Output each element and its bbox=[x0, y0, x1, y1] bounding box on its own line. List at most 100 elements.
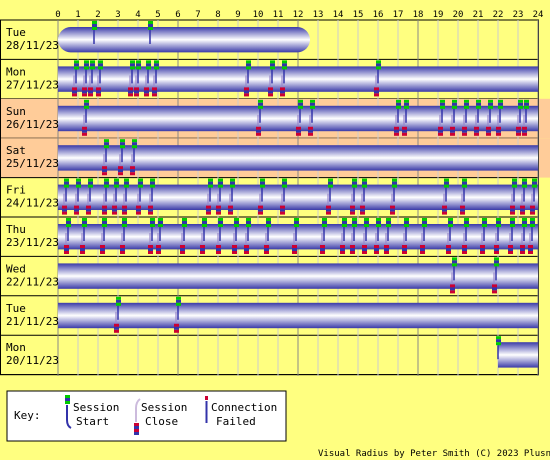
session-start-marker bbox=[310, 99, 315, 103]
session-close-marker bbox=[450, 132, 455, 136]
session-close-marker bbox=[520, 245, 525, 248]
session-close-marker bbox=[244, 251, 249, 254]
session-close-marker bbox=[156, 245, 161, 248]
session-start-marker bbox=[138, 181, 143, 185]
session-close-marker bbox=[72, 93, 77, 97]
hour-tick-label: 9 bbox=[235, 10, 240, 20]
session-start-marker bbox=[422, 221, 427, 224]
session-start-marker bbox=[76, 178, 81, 182]
session-start-marker bbox=[530, 224, 535, 227]
hour-tick-label: 19 bbox=[433, 10, 444, 20]
session-close-marker bbox=[228, 205, 233, 209]
session-close-marker bbox=[62, 205, 67, 209]
session-start-marker bbox=[452, 263, 457, 267]
session-close-marker bbox=[374, 251, 379, 254]
key-connection-failed-line1: Connection bbox=[211, 401, 277, 414]
session-start-marker bbox=[270, 66, 275, 70]
session-start-marker bbox=[476, 99, 481, 103]
session-close-marker bbox=[446, 248, 451, 251]
session-bar bbox=[58, 184, 538, 210]
session-start-marker bbox=[376, 224, 381, 227]
session-close-marker bbox=[136, 211, 141, 215]
session-start-marker bbox=[150, 224, 155, 227]
session-close-marker bbox=[402, 132, 407, 136]
session-start-marker bbox=[234, 218, 239, 221]
session-close-marker bbox=[360, 205, 365, 209]
session-close-marker bbox=[350, 205, 355, 209]
session-start-marker bbox=[66, 218, 71, 221]
session-start-marker bbox=[282, 60, 287, 64]
hour-tick-label: 8 bbox=[215, 10, 220, 20]
session-start-marker bbox=[386, 221, 391, 224]
session-close-marker bbox=[292, 248, 297, 251]
session-close-marker bbox=[82, 132, 87, 136]
session-start-marker bbox=[342, 224, 347, 227]
session-close-marker bbox=[216, 205, 221, 209]
session-close-marker bbox=[112, 208, 117, 212]
session-start-marker bbox=[116, 296, 121, 300]
session-close-marker bbox=[438, 129, 443, 133]
session-start-marker bbox=[524, 105, 529, 109]
session-close-marker bbox=[492, 284, 497, 288]
session-start-marker bbox=[76, 181, 81, 185]
session-close-marker bbox=[80, 245, 85, 248]
hour-tick-label: 7 bbox=[195, 10, 200, 20]
session-start-marker bbox=[532, 184, 537, 188]
session-start-marker bbox=[482, 218, 487, 221]
session-start-marker bbox=[202, 218, 207, 221]
session-start-marker bbox=[364, 218, 369, 221]
session-close-marker bbox=[144, 93, 149, 97]
session-start-marker bbox=[234, 221, 239, 224]
session-start-marker bbox=[328, 178, 333, 182]
session-close-marker bbox=[256, 132, 261, 136]
hour-tick-label: 10 bbox=[253, 10, 264, 20]
session-start-marker bbox=[270, 63, 275, 67]
session-close-marker bbox=[120, 248, 125, 251]
session-close-marker bbox=[244, 248, 249, 251]
session-close-marker bbox=[474, 129, 479, 133]
session-close-marker bbox=[268, 93, 273, 97]
key-session-close-line1: Session bbox=[141, 401, 187, 414]
session-start-marker bbox=[522, 184, 527, 188]
session-close-marker bbox=[156, 248, 161, 251]
session-start-marker bbox=[120, 145, 125, 149]
session-start-marker bbox=[176, 296, 181, 300]
session-close-marker bbox=[520, 205, 525, 209]
session-start-marker bbox=[98, 66, 103, 70]
session-start-marker bbox=[114, 181, 119, 185]
session-close-marker bbox=[486, 126, 491, 130]
session-close-marker bbox=[64, 245, 69, 248]
session-close-marker bbox=[496, 126, 501, 130]
session-close-marker bbox=[320, 245, 325, 248]
session-start-marker bbox=[84, 60, 89, 64]
key-legend: Key: Session Start Session Close Connect… bbox=[6, 390, 287, 442]
key-session-close-line2: Close bbox=[145, 415, 178, 428]
session-close-marker bbox=[148, 205, 153, 209]
session-start-marker bbox=[218, 181, 223, 185]
session-close-marker bbox=[82, 87, 87, 91]
session-close-marker bbox=[350, 211, 355, 215]
session-close-marker bbox=[402, 245, 407, 248]
session-close-marker bbox=[264, 245, 269, 248]
session-close-marker bbox=[102, 211, 107, 215]
session-start-marker bbox=[230, 184, 235, 188]
session-close-marker bbox=[152, 93, 157, 97]
session-start-marker bbox=[524, 99, 529, 103]
session-start-marker bbox=[498, 99, 503, 103]
session-start-marker bbox=[120, 139, 125, 143]
session-close-marker bbox=[118, 169, 123, 173]
session-start-marker bbox=[150, 178, 155, 182]
session-start-marker bbox=[404, 102, 409, 106]
session-close-marker bbox=[72, 90, 77, 94]
session-start-marker bbox=[84, 66, 89, 70]
session-start-marker bbox=[114, 178, 119, 182]
session-start-marker bbox=[122, 221, 127, 224]
session-close-marker bbox=[374, 248, 379, 251]
session-close-marker bbox=[350, 245, 355, 248]
session-start-marker bbox=[246, 221, 251, 224]
day-name-label: Wed bbox=[6, 262, 26, 275]
session-start-marker bbox=[150, 184, 155, 188]
session-start-marker bbox=[246, 63, 251, 67]
session-start-marker bbox=[396, 105, 401, 109]
session-start-marker bbox=[230, 181, 235, 185]
